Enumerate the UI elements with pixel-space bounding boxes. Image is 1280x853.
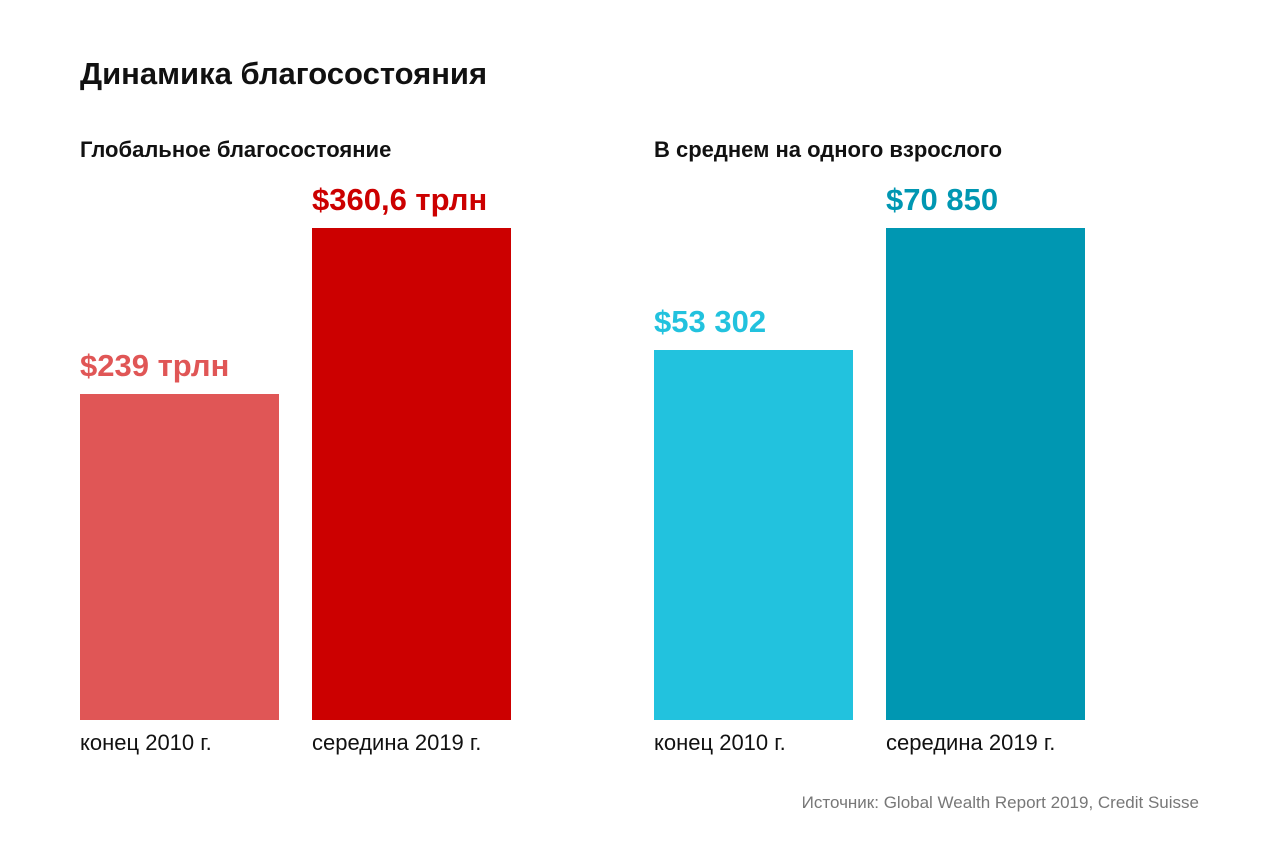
value-label-global-2010: $239 трлн <box>80 347 230 383</box>
bar-global-2010 <box>80 393 279 720</box>
bar-adult-2010 <box>654 349 853 720</box>
subtitle-global-wealth: Глобальное благосостояние <box>80 137 392 162</box>
value-label-adult-2019: $70 850 <box>886 182 999 217</box>
bar-adult-2019 <box>886 228 1085 720</box>
category-label-global-2010: конец 2010 г. <box>80 730 212 755</box>
value-label-adult-2010: $53 302 <box>654 303 767 339</box>
chart-title: Динамика благосостояния <box>80 56 488 91</box>
bar-global-2019 <box>312 228 511 720</box>
category-label-global-2019: середина 2019 г. <box>312 730 482 755</box>
source-note: Источник: Global Wealth Report 2019, Cre… <box>801 793 1199 812</box>
subtitle-per-adult: В среднем на одного взрослого <box>654 137 1003 162</box>
value-label-global-2019: $360,6 трлн <box>312 182 488 217</box>
category-label-adult-2019: середина 2019 г. <box>886 730 1056 755</box>
category-label-adult-2010: конец 2010 г. <box>654 730 786 755</box>
